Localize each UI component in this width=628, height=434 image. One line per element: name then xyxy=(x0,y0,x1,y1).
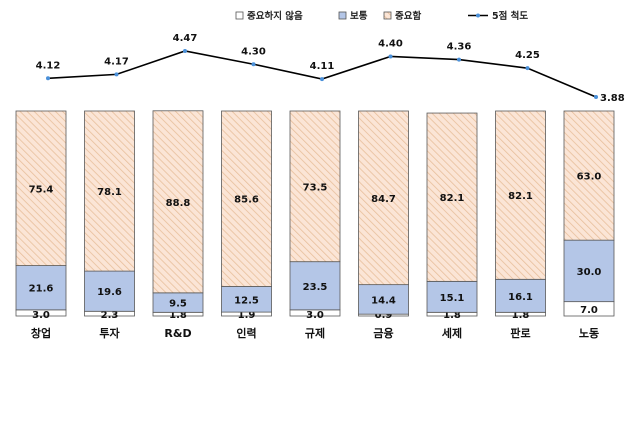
data-label-series-not-important-6: 0.9 xyxy=(375,310,393,321)
bar-series-normal-5 xyxy=(289,261,341,311)
data-label-series-important-4: 85.6 xyxy=(234,195,259,206)
scale-label-6: 4.40 xyxy=(378,38,403,49)
bar-series-important-3 xyxy=(152,110,204,294)
legend-swatch-normal xyxy=(338,11,347,20)
bar-series-important-9 xyxy=(563,110,615,241)
scale-label-1: 4.12 xyxy=(36,60,61,71)
bar-series-important-4 xyxy=(221,110,272,287)
legend-label-normal: 보통 xyxy=(350,11,368,22)
legend-label-not-important: 중요하지 않음 xyxy=(247,10,303,22)
bar-series-important-6 xyxy=(358,110,409,286)
scale-marker-5 xyxy=(320,77,324,82)
data-label-series-important-7: 82.1 xyxy=(440,193,465,204)
data-label-series-important-1: 75.4 xyxy=(29,184,54,195)
bar-series-normal-6 xyxy=(358,284,409,315)
bar-series-important-7 xyxy=(426,112,478,282)
scale-marker-6 xyxy=(388,54,393,59)
category-label-4: 인력 xyxy=(236,326,256,340)
scale-marker-2 xyxy=(114,72,119,77)
data-label-series-important-2: 78.1 xyxy=(97,187,122,198)
data-label-series-normal-9: 30.0 xyxy=(577,267,602,278)
scale-label-3: 4.47 xyxy=(173,33,198,44)
data-label-series-not-important-2: 2.3 xyxy=(101,310,119,321)
data-label-series-important-3: 88.8 xyxy=(166,198,191,209)
data-label-series-normal-4: 12.5 xyxy=(234,295,259,306)
legend-swatch-not-important xyxy=(235,11,244,20)
scale-marker-3 xyxy=(183,49,187,53)
scale-line xyxy=(47,50,597,98)
bar-series-important-1 xyxy=(15,110,67,266)
scale-label-2: 4.17 xyxy=(104,56,129,67)
legend-swatch-important xyxy=(383,11,392,20)
legend: 중요하지 않음 보통 중요함 5점 척도 xyxy=(235,10,528,22)
data-label-series-not-important-4: 1.9 xyxy=(238,310,256,321)
bar-series-important-2 xyxy=(84,110,135,272)
legend-line-marker xyxy=(476,13,480,18)
data-label-series-not-important-5: 3.0 xyxy=(306,310,324,321)
scale-label-4: 4.30 xyxy=(241,46,266,57)
scale-marker-8 xyxy=(525,66,530,71)
category-label-6: 금융 xyxy=(373,327,393,340)
category-label-3: R&D xyxy=(164,327,191,340)
bar-series-normal-2 xyxy=(84,270,135,312)
scale-line-group: 4.12 4.17 4.47 4.30 4.11 4.40 4.36 4.25 3.88 xyxy=(36,33,625,104)
bar-series-normal-1 xyxy=(15,265,67,311)
scale-label-8: 4.25 xyxy=(515,50,540,61)
data-label-series-important-8: 82.1 xyxy=(508,191,533,202)
scale-marker-7 xyxy=(457,57,461,62)
data-label-series-normal-1: 21.6 xyxy=(29,284,54,295)
bar-series-normal-9 xyxy=(563,239,615,303)
category-label-5: 규제 xyxy=(305,326,325,340)
data-label-series-important-5: 73.5 xyxy=(303,182,328,193)
bar-series-normal-8 xyxy=(495,278,546,313)
data-label-series-normal-5: 23.5 xyxy=(303,282,328,293)
data-label-series-not-important-7: 1.8 xyxy=(443,310,461,321)
data-label-series-normal-8: 16.1 xyxy=(508,292,533,303)
data-label-series-normal-3: 9.5 xyxy=(169,299,187,310)
scale-label-5: 4.11 xyxy=(310,61,335,72)
data-label-series-important-6: 84.7 xyxy=(371,194,396,205)
data-label-series-not-important-3: 1.8 xyxy=(169,310,187,321)
legend-label-important: 중요함 xyxy=(395,10,421,22)
scale-label-9: 3.88 xyxy=(600,93,625,104)
data-label-series-important-9: 63.0 xyxy=(577,172,602,183)
data-label-series-normal-7: 15.1 xyxy=(440,293,465,304)
data-label-series-normal-6: 14.4 xyxy=(371,295,396,306)
scale-marker-9 xyxy=(594,95,598,99)
category-axis: 창업 투자 R&D 인력 규제 금융 세제 판로 노동 xyxy=(31,326,599,340)
data-label-series-not-important-1: 3.0 xyxy=(32,310,50,321)
category-label-8: 판로 xyxy=(510,326,530,340)
data-label-series-normal-2: 19.6 xyxy=(97,287,122,298)
bar-series-normal-7 xyxy=(426,280,478,313)
scale-marker-1 xyxy=(46,76,50,81)
category-label-7: 세제 xyxy=(442,326,462,340)
data-label-series-not-important-8: 1.8 xyxy=(512,310,530,321)
bar-series-normal-4 xyxy=(221,286,272,313)
bar-series-important-8 xyxy=(495,110,546,280)
category-label-2: 투자 xyxy=(99,326,120,340)
scale-label-7: 4.36 xyxy=(447,42,472,53)
category-label-9: 노동 xyxy=(579,327,599,340)
legend-label-scale: 5점 척도 xyxy=(492,10,528,22)
data-label-series-not-important-9: 7.0 xyxy=(580,305,598,316)
bar-series-important-5 xyxy=(289,110,341,263)
category-label-1: 창업 xyxy=(31,326,51,340)
scale-marker-4 xyxy=(251,62,256,67)
bar-group: 3.021.675.42.319.678.11.89.588.81.912.58… xyxy=(15,110,615,321)
